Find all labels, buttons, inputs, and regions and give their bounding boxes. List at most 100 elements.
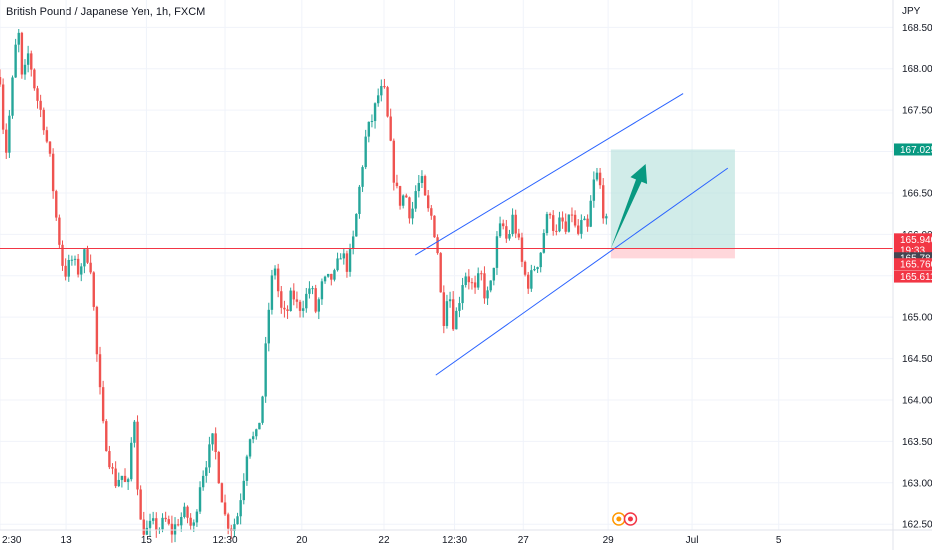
candle-body: [233, 524, 236, 531]
x-tick-label: 22: [378, 535, 390, 546]
candle-body: [283, 307, 286, 310]
candle-body: [130, 442, 133, 480]
candle-body: [92, 272, 95, 307]
candle-body: [498, 223, 502, 237]
candle-body: [136, 421, 139, 490]
candle-body: [289, 290, 292, 311]
y-tick-label: 163.000: [902, 478, 932, 489]
news-marker-icon[interactable]: [623, 512, 638, 526]
candle-body: [86, 249, 89, 263]
candle-body: [386, 87, 389, 117]
candle-body: [361, 167, 364, 187]
candle-body: [570, 214, 574, 216]
candle-body: [176, 524, 180, 526]
candle-body: [373, 103, 377, 121]
candle-body: [267, 309, 270, 344]
currency-label: JPY: [902, 6, 921, 17]
candle-body: [595, 172, 599, 180]
candle-body: [376, 95, 380, 104]
candle-body: [433, 215, 436, 238]
candle-body: [273, 268, 277, 276]
candle-body: [602, 185, 605, 219]
candle-body: [323, 276, 327, 282]
candle-body: [214, 433, 217, 453]
candle-body: [80, 266, 83, 275]
candle-body: [333, 270, 336, 280]
candle-body: [339, 258, 342, 260]
candle-body: [342, 253, 346, 259]
candle-body: [139, 489, 142, 520]
candle-body: [486, 290, 489, 299]
candle-body: [51, 153, 55, 192]
chart-title: British Pound / Japanese Yen, 1h, FXCM: [6, 6, 206, 18]
x-tick-label: 12:30: [213, 535, 238, 546]
price-tag-label: 165.940: [900, 235, 932, 246]
candle-body: [286, 309, 289, 311]
y-tick-label: 165.000: [902, 313, 932, 324]
candle-body: [548, 214, 552, 216]
candle-body: [117, 479, 120, 487]
candle-body: [470, 282, 474, 284]
candle-body: [426, 195, 430, 209]
x-tick-label: 29: [603, 535, 615, 546]
candle-body: [398, 186, 402, 206]
candle-body: [98, 354, 102, 388]
candle-body: [395, 182, 399, 187]
candle-body: [111, 467, 114, 469]
candle-body: [23, 64, 27, 75]
x-tick-label: 15: [141, 535, 153, 546]
candle-body: [30, 53, 33, 70]
candle-body: [67, 260, 70, 277]
candle-body: [392, 140, 396, 183]
candle-body: [39, 100, 42, 110]
candle-body: [145, 527, 149, 535]
candle-body: [48, 141, 52, 154]
candle-body: [536, 267, 539, 270]
candle-body: [448, 299, 452, 302]
x-tick-label: 2:30: [2, 535, 22, 546]
price-tag-label: 165.760: [900, 260, 932, 271]
countdown-label: 19:33: [900, 245, 925, 256]
candle-body: [208, 444, 211, 468]
candle-body: [180, 516, 183, 526]
candle-body: [439, 253, 442, 293]
candle-body: [211, 433, 214, 445]
candle-body: [326, 273, 330, 277]
y-tick-label: 163.500: [902, 437, 932, 448]
candle-body: [242, 480, 245, 501]
candle-body: [255, 429, 258, 437]
candle-body: [317, 299, 321, 312]
candle-body: [502, 223, 505, 227]
candle-body: [380, 86, 383, 96]
candle-body: [239, 500, 242, 517]
candle-body: [492, 267, 496, 281]
candle-body: [83, 249, 86, 267]
candle-body: [467, 276, 471, 283]
candle-body: [511, 214, 514, 235]
candle-body: [105, 421, 108, 452]
x-tick-label: 5: [776, 535, 782, 546]
candle-body: [270, 275, 274, 310]
candle-body: [95, 306, 99, 355]
candle-body: [167, 519, 170, 524]
candle-body: [183, 506, 186, 517]
marker-dot: [616, 516, 622, 522]
candle-body: [55, 191, 58, 218]
candle-body: [226, 514, 230, 529]
candle-body: [351, 236, 355, 249]
candle-body: [561, 217, 564, 222]
x-tick-label: 12:30: [442, 535, 467, 546]
event-marker-icon[interactable]: [612, 512, 626, 526]
candle-body: [420, 176, 424, 183]
candle-body: [314, 288, 317, 312]
candle-body: [408, 197, 411, 219]
candle-body: [345, 253, 349, 272]
candle-body: [45, 130, 49, 142]
candle-body: [583, 218, 586, 221]
candle-body: [258, 422, 261, 430]
x-tick-label: 27: [518, 535, 530, 546]
candle-body: [414, 191, 417, 209]
candle-body: [155, 518, 158, 531]
candle-body: [477, 273, 480, 288]
